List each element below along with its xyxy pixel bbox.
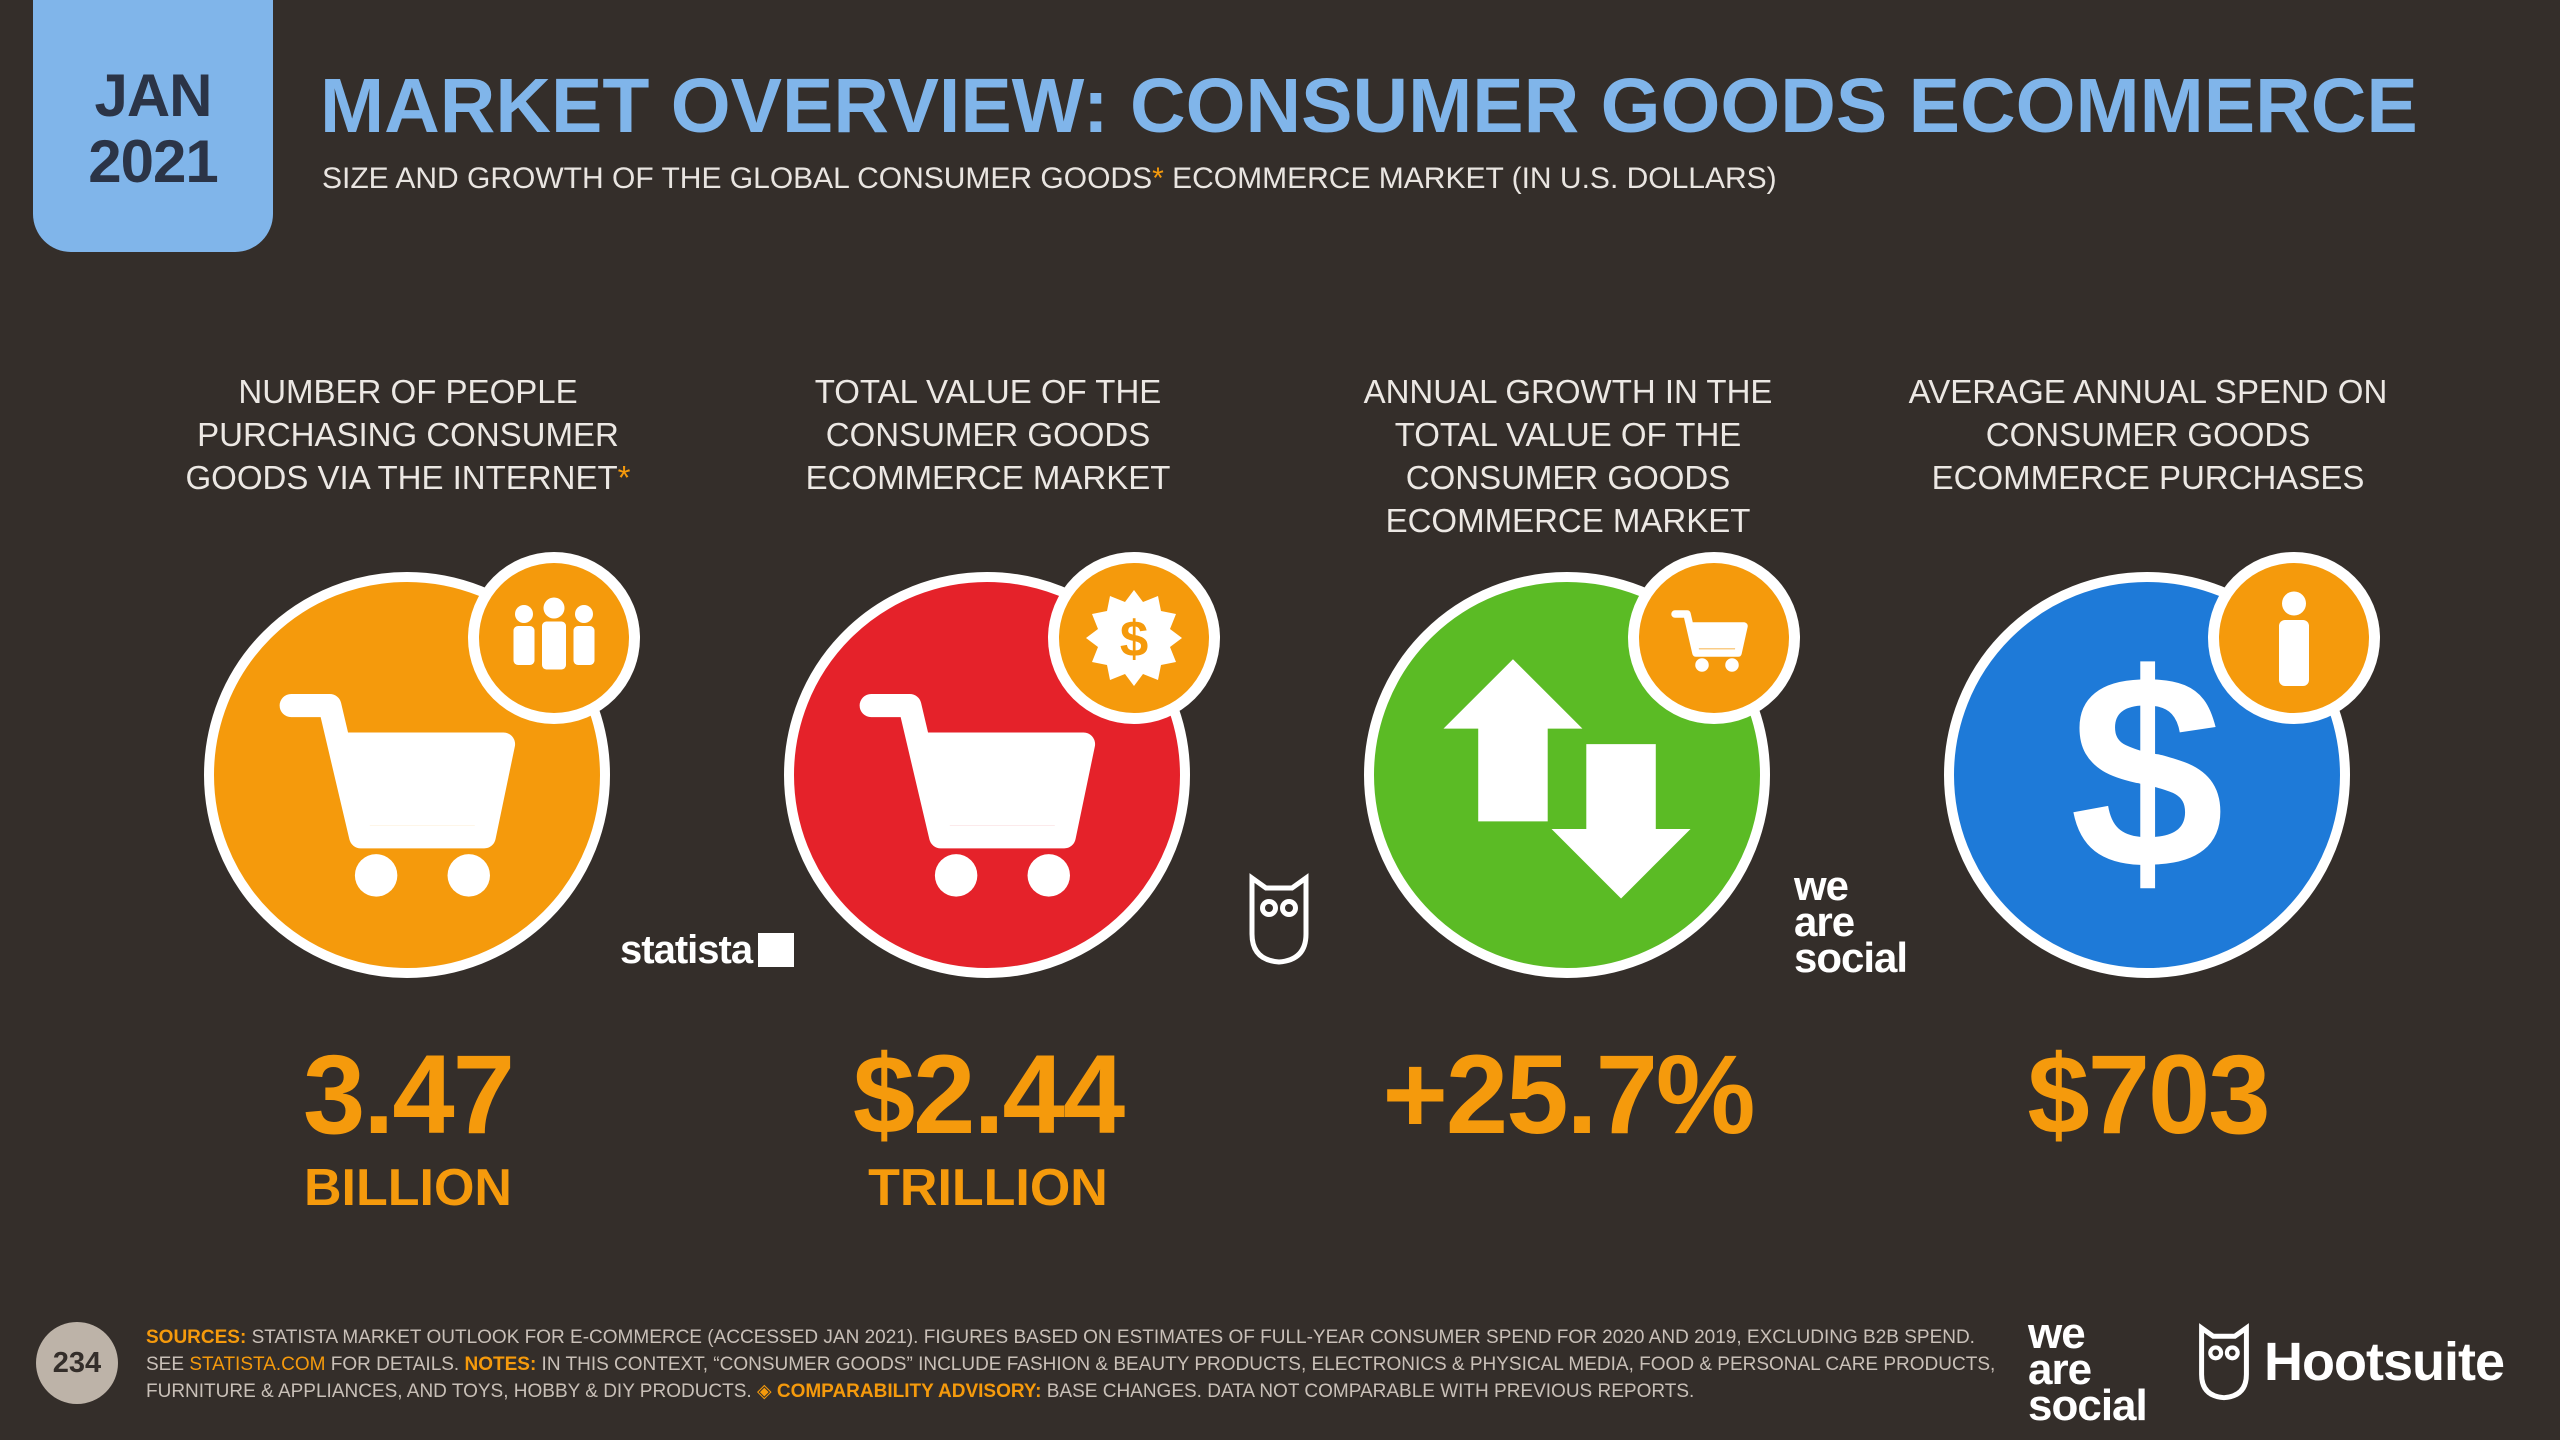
stat-value: $2.44 [852,1032,1125,1157]
stat-total-value: TOTAL VALUE OF THE CONSUMER GOODS ECOMME… [748,370,1228,1217]
svg-text:$: $ [2070,616,2225,927]
stat-value: 3.47 [303,1032,515,1157]
stat-label: NUMBER OF PEOPLE PURCHASING CONSUMER GOO… [185,373,631,496]
stat-people-purchasing: NUMBER OF PEOPLE PURCHASING CONSUMER GOO… [168,370,648,1217]
shopping-cart-icon [1639,563,1789,713]
people-badge [468,552,640,724]
stat-label: TOTAL VALUE OF THE CONSUMER GOODS ECOMME… [805,373,1171,496]
stat-label: AVERAGE ANNUAL SPEND ON CONSUMER GOODS E… [1908,373,2388,496]
page-subtitle: SIZE AND GROWTH OF THE GLOBAL CONSUMER G… [322,162,1777,195]
person-icon [2219,563,2369,713]
stat-label: ANNUAL GROWTH IN THE TOTAL VALUE OF THE … [1363,373,1773,539]
badge-year: 2021 [88,128,218,195]
hootsuite-owl-icon [2199,1323,2249,1401]
dollar-badge: $ [1048,552,1220,724]
statista-link[interactable]: STATISTA.COM [189,1354,326,1375]
person-badge [2208,552,2380,724]
stat-annual-growth: ANNUAL GROWTH IN THE TOTAL VALUE OF THE … [1328,370,1808,1157]
page-number: 234 [36,1322,118,1404]
footer-hootsuite-logo: Hootsuite [2196,1322,2505,1402]
statista-mark-icon [758,933,795,967]
stat-unit: BILLION [304,1159,512,1217]
date-badge: JAN 2021 [33,0,273,252]
footer-we-are-social-logo: we are social [2028,1309,2148,1430]
stat-value: +25.7% [1382,1032,1756,1157]
statista-logo: statista [620,928,795,973]
page-title: MARKET OVERVIEW: CONSUMER GOODS ECOMMERC… [320,63,2418,149]
dollar-seal-icon: $ [1059,563,1209,713]
svg-text:$: $ [1120,610,1148,667]
cart-badge [1628,552,1800,724]
we-are-social-logo: we are social [1794,862,1908,981]
hootsuite-owl-icon [1249,873,1309,965]
people-group-icon [479,563,629,713]
badge-month: JAN [94,62,212,129]
stat-average-spend: AVERAGE ANNUAL SPEND ON CONSUMER GOODS E… [1908,370,2388,1157]
footer-sources: SOURCES: STATISTA MARKET OUTLOOK FOR E-C… [146,1327,1996,1402]
stat-value: $703 [2027,1032,2270,1157]
stat-unit: TRILLION [868,1159,1108,1217]
